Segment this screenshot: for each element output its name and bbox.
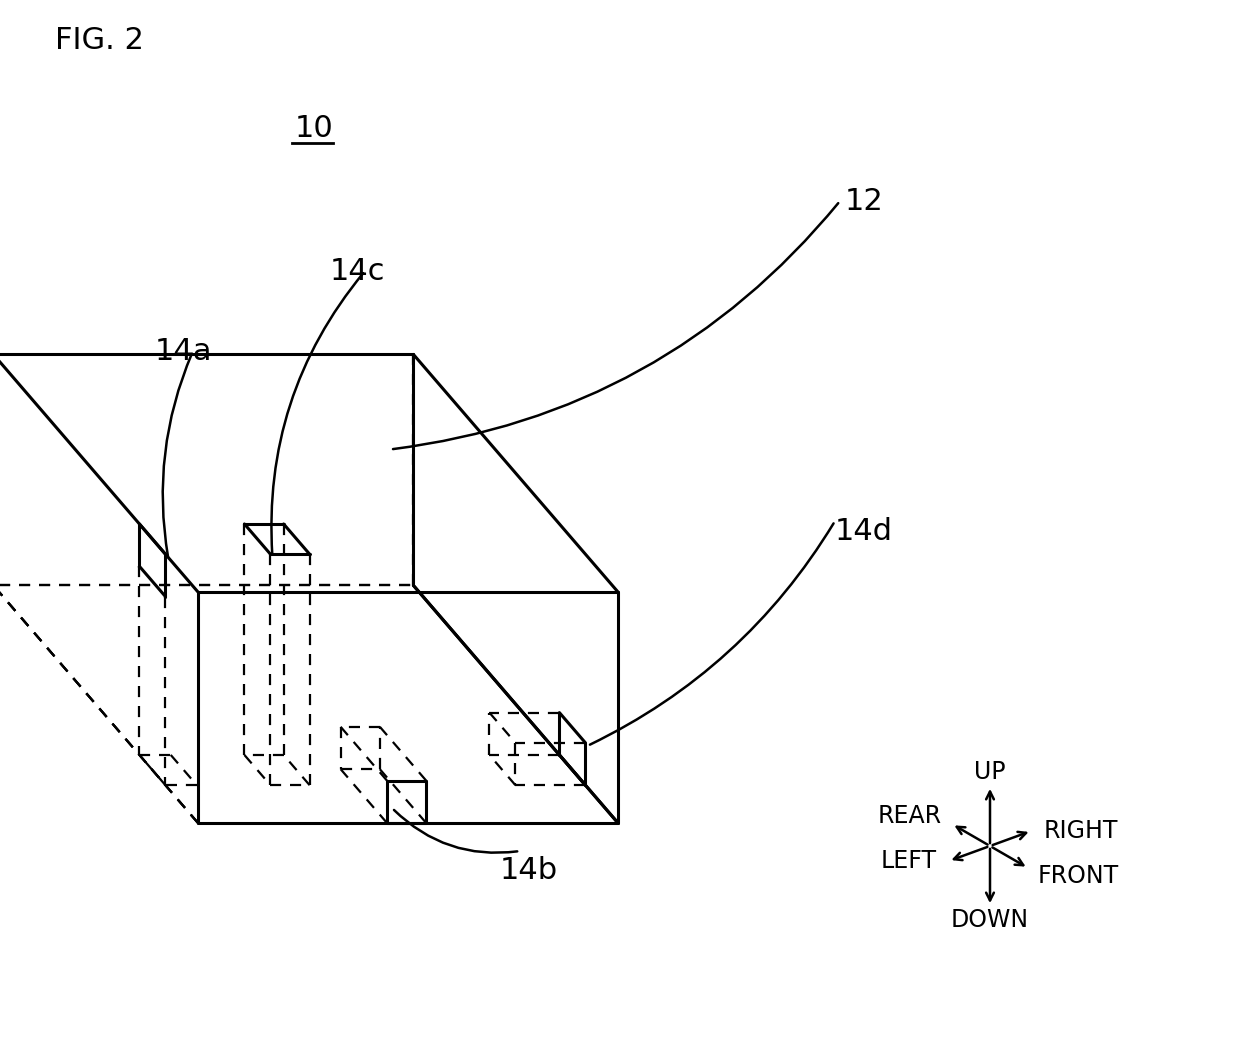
Text: FRONT: FRONT xyxy=(1038,864,1120,888)
Text: 14a: 14a xyxy=(155,336,212,365)
Text: 14b: 14b xyxy=(500,856,558,885)
Text: LEFT: LEFT xyxy=(880,849,936,873)
Text: 10: 10 xyxy=(295,115,334,143)
Text: FIG. 2: FIG. 2 xyxy=(55,26,144,55)
Text: 12: 12 xyxy=(844,186,884,215)
Text: RIGHT: RIGHT xyxy=(1043,819,1117,843)
Text: REAR: REAR xyxy=(878,804,942,828)
Text: 14c: 14c xyxy=(330,256,386,285)
Text: UP: UP xyxy=(975,760,1006,784)
Text: 14d: 14d xyxy=(835,516,893,545)
Text: DOWN: DOWN xyxy=(951,908,1029,932)
